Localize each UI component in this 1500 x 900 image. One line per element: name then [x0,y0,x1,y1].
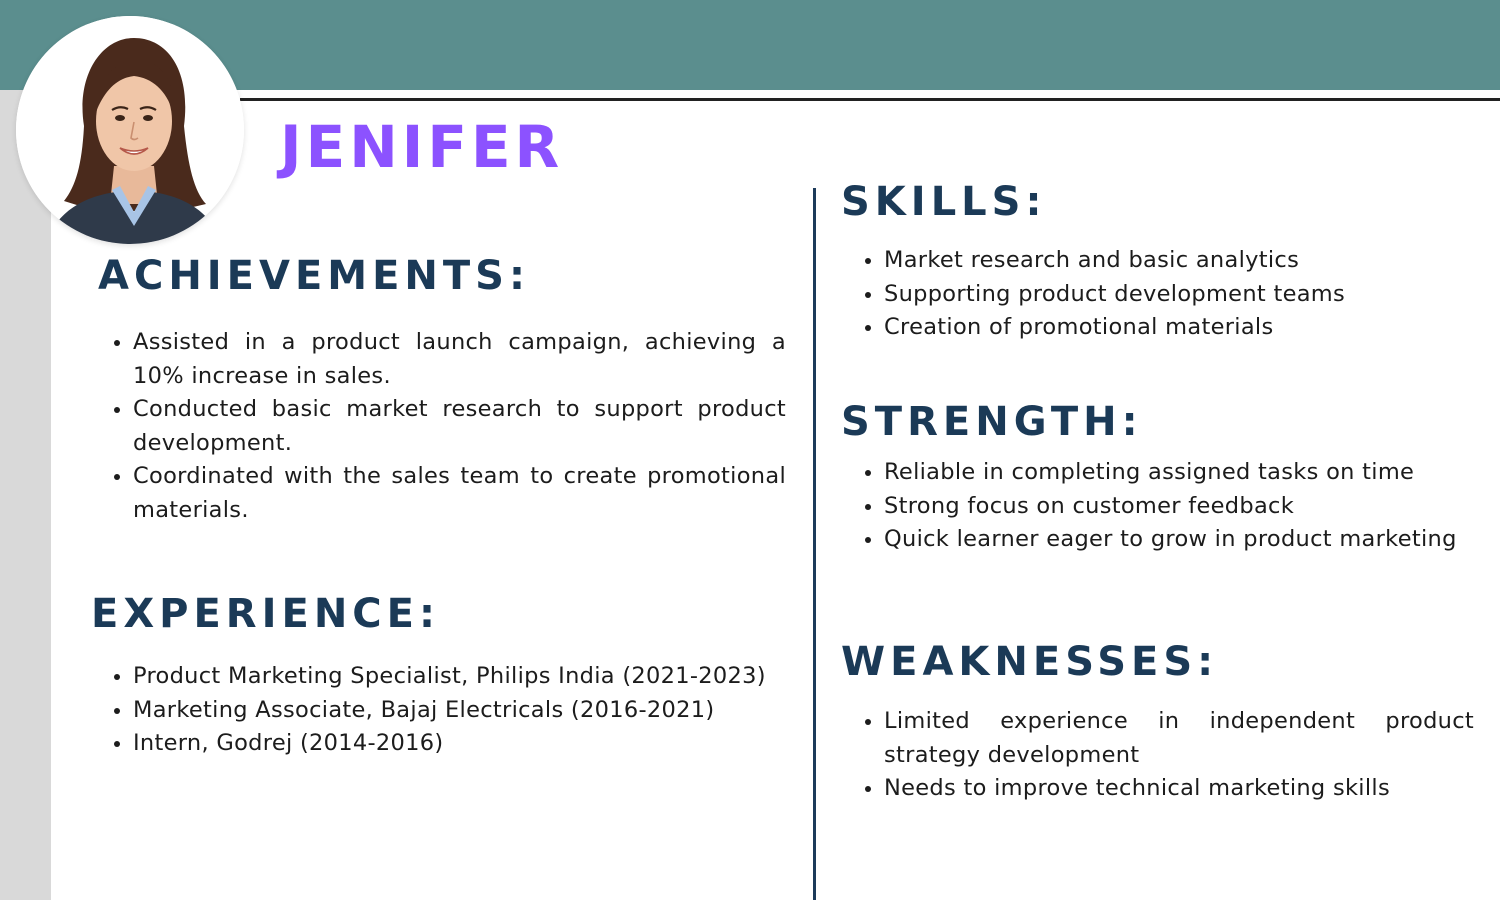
column-divider [813,188,816,900]
profile-photo [16,16,244,244]
list-item: Creation of promotional materials [884,311,1474,345]
list-item: Coordinated with the sales team to creat… [133,460,786,527]
list-item: Marketing Associate, Bajaj Electricals (… [133,694,786,728]
list-item: Assisted in a product launch campaign, a… [133,326,786,393]
list-item: Supporting product development teams [884,278,1474,312]
strength-list: Reliable in completing assigned tasks on… [842,456,1474,557]
profile-photo-icon [16,16,244,244]
list-item: Quick learner eager to grow in product m… [884,523,1474,557]
list-item: Limited experience in independent produc… [884,705,1474,772]
candidate-name: JENIFER [280,113,564,181]
list-item: Intern, Godrej (2014-2016) [133,727,786,761]
header-band [0,0,1500,90]
achievements-list: Assisted in a product launch campaign, a… [91,326,786,527]
list-item: Needs to improve technical marketing ski… [884,772,1474,806]
left-accent-strip [0,90,51,900]
skills-heading: SKILLS: [841,179,1047,225]
list-item: Reliable in completing assigned tasks on… [884,456,1474,490]
weaknesses-list: Limited experience in independent produc… [842,705,1474,806]
list-item: Strong focus on customer feedback [884,490,1474,524]
experience-heading: EXPERIENCE: [91,591,440,637]
list-item: Market research and basic analytics [884,244,1474,278]
skills-list: Market research and basic analytics Supp… [842,244,1474,345]
weaknesses-heading: WEAKNESSES: [841,639,1219,685]
list-item: Product Marketing Specialist, Philips In… [133,660,786,694]
list-item: Conducted basic market research to suppo… [133,393,786,460]
experience-list: Product Marketing Specialist, Philips In… [91,660,786,761]
achievements-heading: ACHIEVEMENTS: [98,253,530,299]
strength-heading: STRENGTH: [841,399,1143,445]
header-rule [240,98,1500,101]
